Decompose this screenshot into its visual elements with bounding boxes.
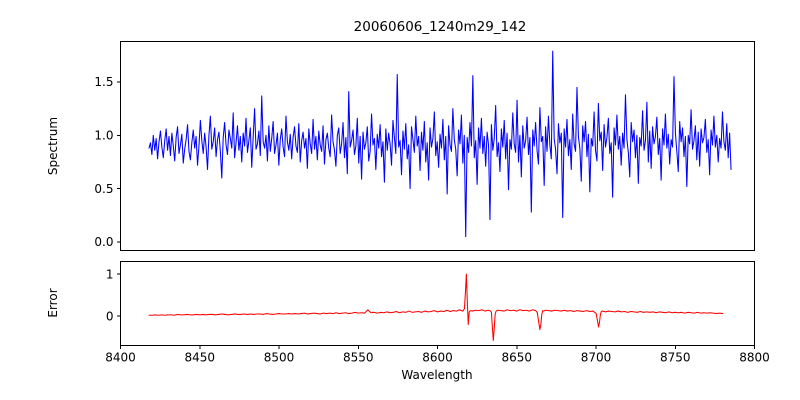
spectrum-axes-frame	[120, 41, 755, 251]
error-x-ticks	[120, 345, 755, 349]
tick-label: 8800	[739, 351, 770, 365]
tick-label: 8450	[184, 351, 215, 365]
error-axis-label: Error	[46, 288, 60, 317]
error-y-ticks	[117, 273, 121, 317]
tick-label: 8550	[343, 351, 374, 365]
tick-label: 8400	[105, 351, 136, 365]
tick-label: 8750	[660, 351, 691, 365]
tick-label: 0.5	[94, 182, 113, 196]
tick-label: 8700	[581, 351, 612, 365]
x-axis-label: Wavelength	[401, 368, 472, 382]
spectrum-axis-label: Spectrum	[46, 117, 60, 175]
error-axes-frame	[120, 261, 755, 346]
tick-label: 0.0	[94, 235, 113, 249]
tick-label: 1	[106, 267, 114, 281]
tick-label: 0	[106, 309, 114, 323]
spectrum-y-ticks	[117, 81, 121, 243]
tick-label: 1.0	[94, 129, 113, 143]
tick-label: 1.5	[94, 75, 113, 89]
page-title: 20060606_1240m29_142	[354, 19, 527, 35]
spectrum-y-ticklabels: 0.0 0.5 1.0 1.5	[94, 75, 113, 249]
error-x-ticklabels: 8400 8450 8500 8550 8600 8650 8700 8750 8800	[105, 351, 770, 365]
tick-label: 8650	[501, 351, 532, 365]
spectrum-data-line	[148, 50, 732, 238]
error-panel: 01 8400 8450 8500 8550 8600 8650 8700 8750 8800 …	[46, 261, 770, 382]
tick-label: 8500	[264, 351, 295, 365]
error-y-ticklabels: 01	[106, 267, 114, 323]
error-data-line	[148, 273, 724, 341]
tick-label: 8600	[422, 351, 453, 365]
spectrum-panel: 0.0 0.5 1.0 1.5 Spectrum	[46, 41, 755, 251]
